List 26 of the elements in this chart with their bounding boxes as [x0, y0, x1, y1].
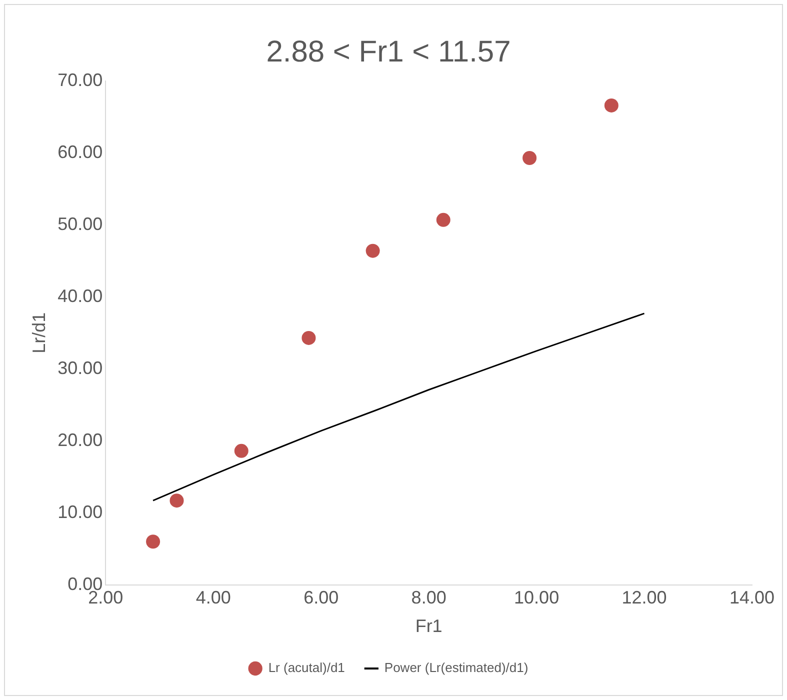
point	[170, 494, 184, 508]
x-tick-label: 8.00	[411, 588, 446, 608]
x-tick-label: 6.00	[304, 588, 339, 608]
y-axis-title: Lr/d1	[28, 312, 49, 354]
y-tick-label: 30.00	[58, 358, 103, 378]
y-tick-label: 50.00	[58, 214, 103, 234]
y-tick-label: 20.00	[58, 430, 103, 450]
point	[146, 534, 160, 549]
y-tick-label: 70.00	[58, 70, 103, 90]
x-tick-label: 4.00	[196, 588, 231, 608]
point	[302, 330, 316, 345]
x-tick-label: 12.00	[622, 588, 667, 608]
point	[234, 444, 248, 458]
x-tick-label: 14.00	[729, 588, 775, 608]
x-axis-title: Fr1	[415, 616, 442, 636]
legend-label: Power (Lr(estimated)/d1)	[384, 660, 528, 676]
point	[366, 244, 380, 258]
chart-title: 2.88 < Fr1 < 11.57	[266, 35, 511, 68]
point	[436, 212, 450, 227]
y-tick-label: 40.00	[58, 286, 103, 306]
point	[604, 98, 618, 112]
legend-label: Lr (acutal)/d1	[268, 660, 345, 676]
y-tick-label: 10.00	[58, 502, 103, 522]
x-tick-label: 10.00	[514, 588, 560, 608]
point	[522, 151, 537, 166]
y-tick-label: 60.00	[58, 142, 103, 162]
